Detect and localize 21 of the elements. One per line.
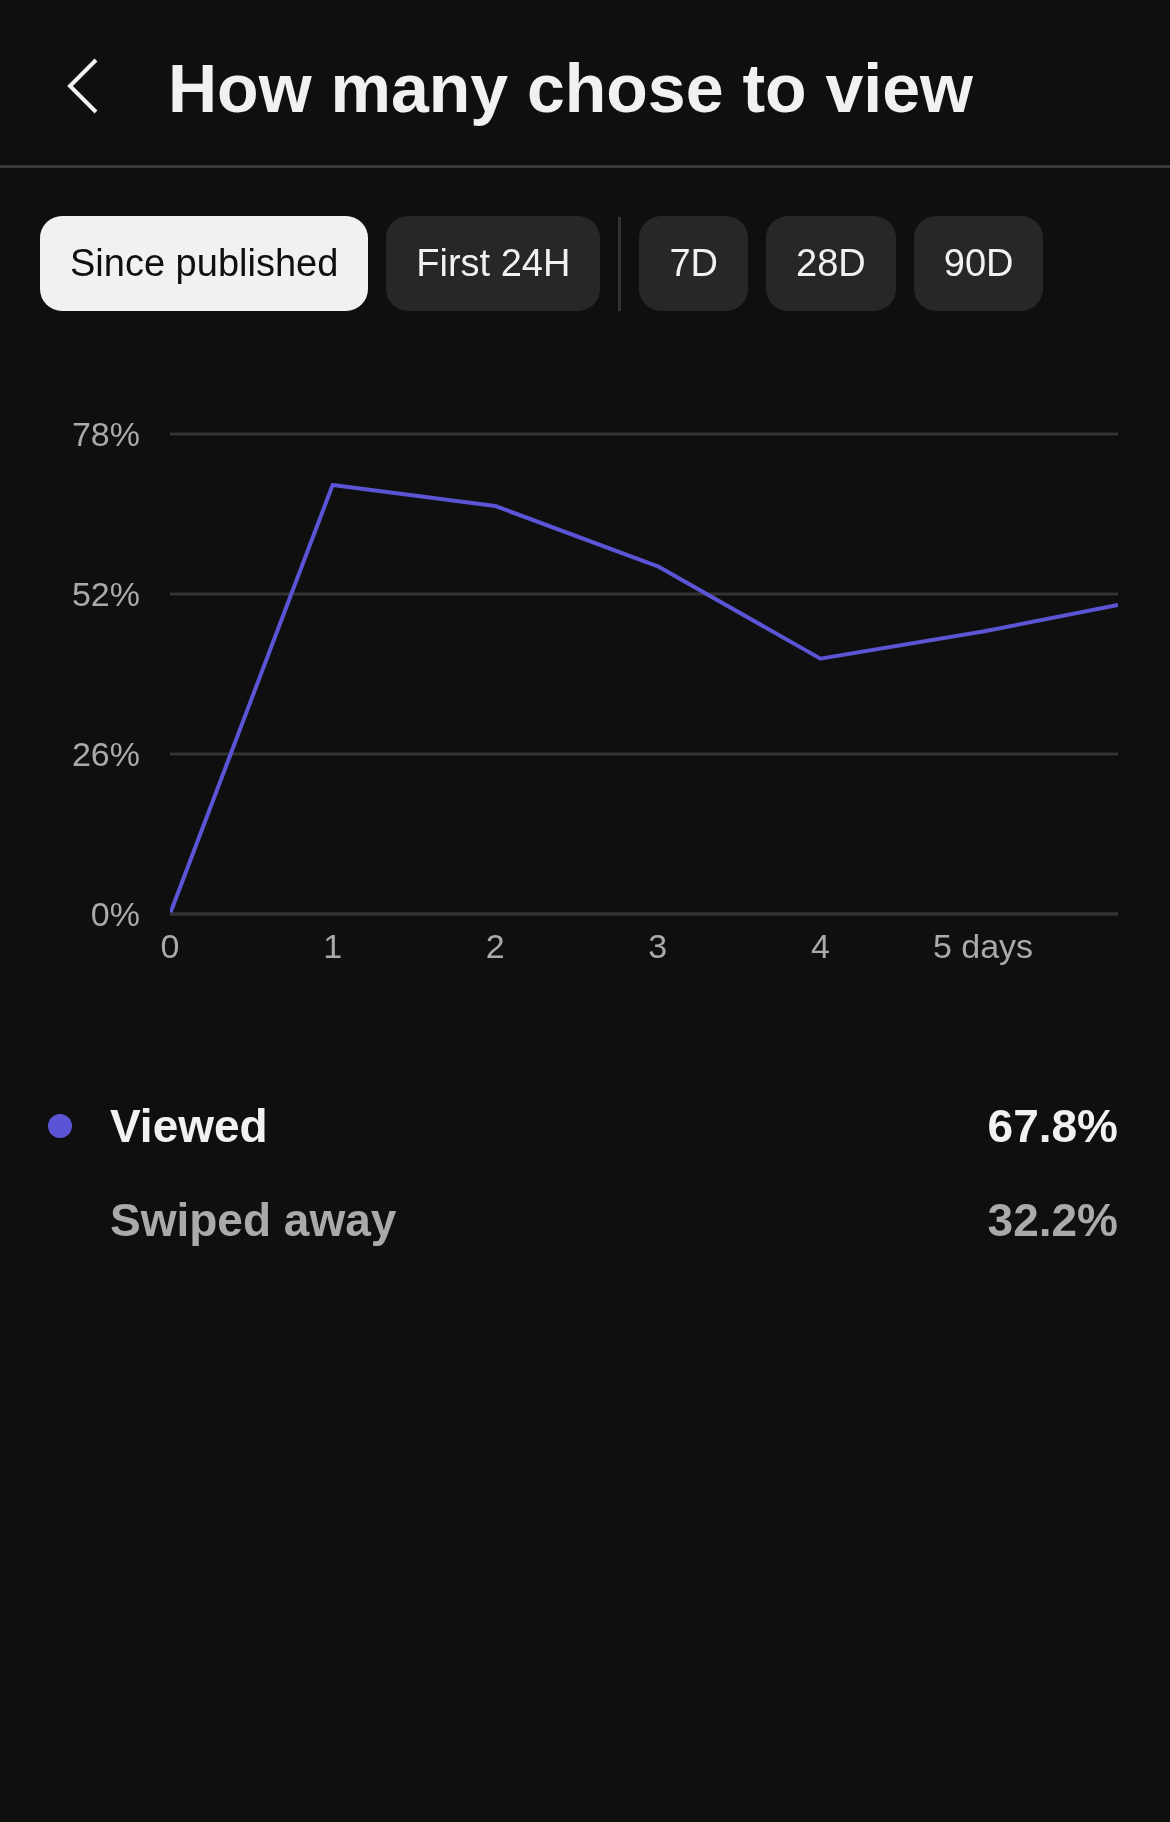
text: 7D <box>639 216 749 311</box>
y-tick-label: 0% <box>90 895 140 934</box>
x-tick-label: 0 <box>160 927 180 965</box>
chart-title: How many chose to view <box>168 49 973 128</box>
y-tick-label: 52% <box>71 575 140 614</box>
x-tick-label: 1 <box>323 927 343 965</box>
x-tick-label: 2 <box>485 927 505 965</box>
text: Since published <box>40 216 369 311</box>
x-tick-label: 4 <box>810 927 830 965</box>
legend-label: Viewed <box>110 1099 269 1153</box>
text: Swiped away <box>110 1193 398 1247</box>
text: 28D <box>766 216 896 311</box>
x-tick-label: 3 <box>648 927 668 965</box>
y-tick-label: 26% <box>71 735 140 774</box>
text: 90D <box>913 216 1044 311</box>
x-tick-label: 5 days <box>932 927 1034 965</box>
y-tick-label: 78% <box>71 415 140 454</box>
text: 67.8% <box>987 1099 1118 1153</box>
line-series <box>170 483 1118 914</box>
text: 32.2% <box>987 1193 1118 1247</box>
text: First 24H <box>386 216 601 311</box>
